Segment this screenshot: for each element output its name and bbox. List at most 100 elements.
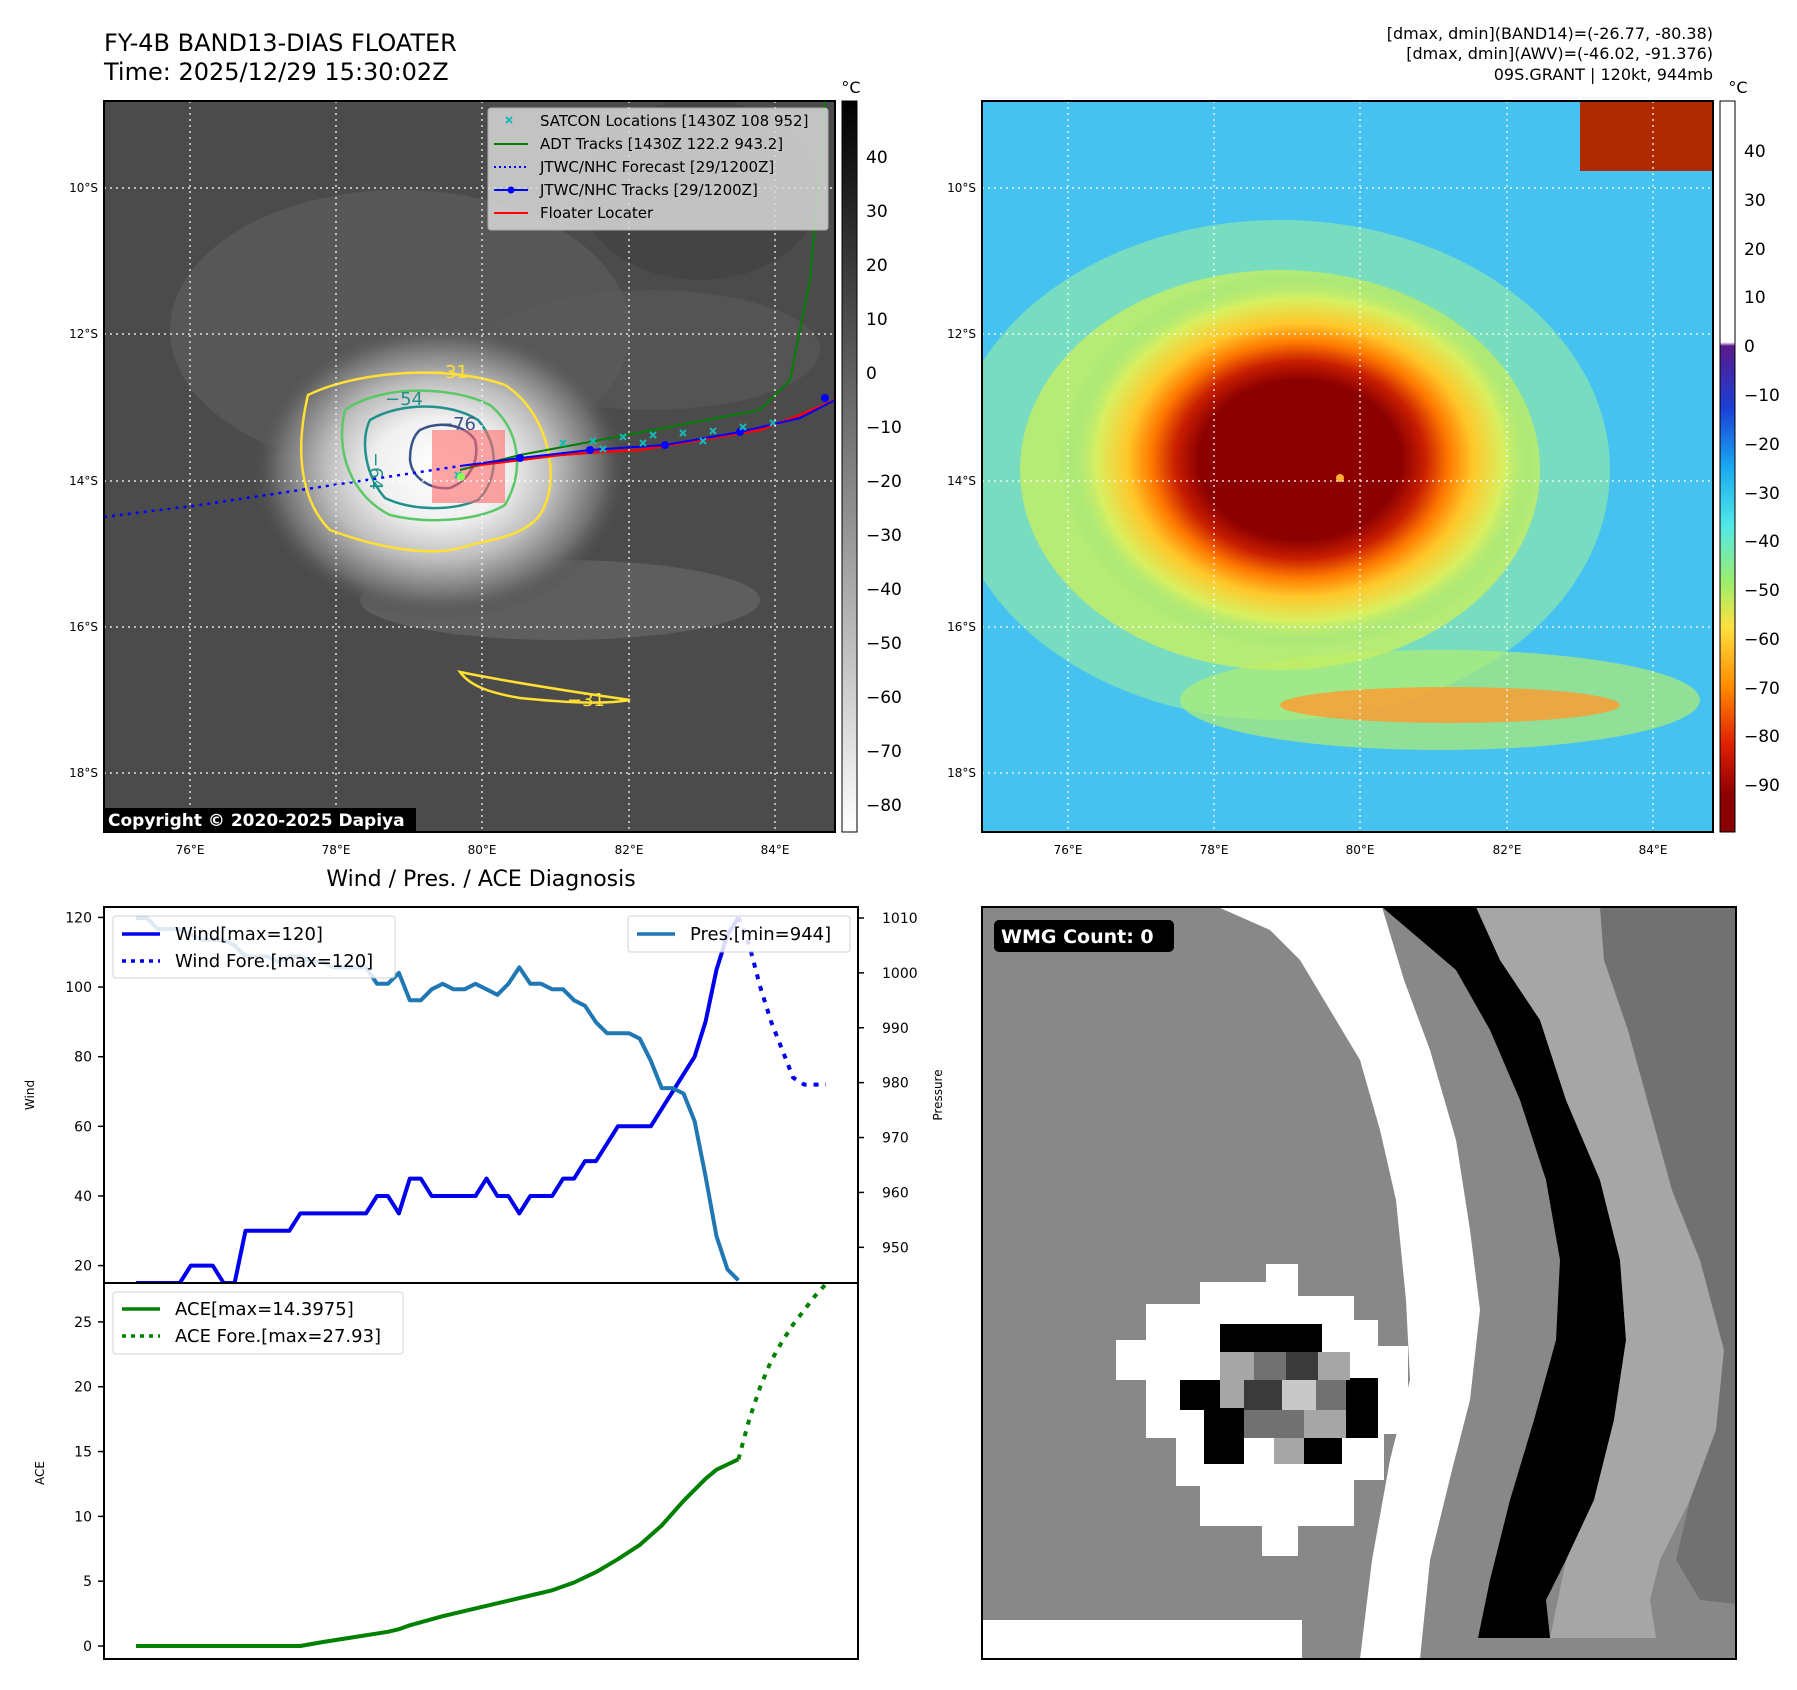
legend-wind: Wind[max=120]	[175, 924, 323, 945]
color-tick: −50	[1744, 581, 1780, 601]
pres-legend: Pres.[min=944]	[627, 915, 851, 953]
ace-axis-ticks: 0 5 10 15 20 25	[74, 1315, 104, 1655]
wmg-eye-pixel	[1286, 1352, 1318, 1380]
gray-tick: −40	[866, 580, 902, 600]
contour-label: −64	[365, 452, 386, 490]
gray-tick: 20	[866, 256, 888, 276]
ir-map-frame	[103, 100, 836, 833]
wind-line	[136, 916, 741, 1285]
ace-chart: 0 5 10 15 20 25 ACE ACE[max=14.3975] ACE Fore…	[33, 1282, 859, 1660]
contour-neg31-south	[457, 670, 631, 704]
ace-tick-label: 10	[74, 1509, 92, 1525]
pressure-axis-ticks: 950 960 970 980 990 1000 1010	[858, 911, 918, 1256]
pressure-axis-label: Pressure	[931, 1069, 945, 1120]
wmg-eye-pixel	[1318, 1352, 1350, 1380]
legend-wind-fore: Wind Fore.[max=120]	[175, 951, 373, 972]
wmg-eye-pixel	[1244, 1380, 1282, 1410]
color-colorbar-gradient	[1719, 100, 1736, 833]
figure-title: FY-4B BAND13-DIAS FLOATER	[104, 29, 457, 57]
gray-colorbar: °C 40 30 20 10 0 −10 −20 −30 −40 −50 −60…	[841, 78, 902, 833]
gray-tick: −60	[866, 688, 902, 708]
lon-tick: 76°E	[176, 843, 205, 857]
pres-tick-label: 1010	[882, 911, 918, 927]
wind-tick-label: 80	[74, 1050, 92, 1066]
wmg-eye-pixel	[1346, 1378, 1378, 1438]
color-tick: 0	[1744, 337, 1755, 357]
ace-tick-label: 15	[74, 1445, 92, 1461]
wind-axis-ticks: 20 40 60 80 100 120	[65, 910, 104, 1275]
lon-tick: 80°E	[1346, 843, 1375, 857]
wmg-frame	[981, 906, 1737, 1660]
wmg-eye-pixel	[1204, 1408, 1244, 1464]
pres-tick-label: 950	[882, 1240, 909, 1256]
jtwc-track-point	[586, 446, 594, 454]
ir-map-panel: −31 −54 −76 −64 −31	[69, 100, 836, 857]
wmg-eye-pixel	[1274, 1438, 1304, 1464]
color-colorbar-unit: °C	[1728, 78, 1747, 97]
lon-tick: 78°E	[322, 843, 351, 857]
gray-tick: −70	[866, 742, 902, 762]
wind-tick-label: 20	[74, 1259, 92, 1275]
lon-tick: 80°E	[468, 843, 497, 857]
wind-tick-label: 100	[65, 980, 92, 996]
contour-neg54	[340, 389, 519, 522]
wind-legend: Wind[max=120] Wind Fore.[max=120]	[112, 915, 396, 979]
legend-jtwc-marker	[507, 186, 515, 194]
wmg-panel: WMG Count: 0	[981, 906, 1737, 1660]
jtwc-track-point	[516, 454, 524, 462]
lon-tick: 84°E	[761, 843, 790, 857]
lat-tick: 14°S	[69, 474, 98, 488]
lon-tick: 82°E	[615, 843, 644, 857]
wmg-eye-pixel	[1316, 1380, 1346, 1410]
gray-tick: 0	[866, 364, 877, 384]
ace-tick-label: 5	[83, 1574, 92, 1590]
wmg-white-band	[1218, 907, 1480, 1659]
lon-tick: 84°E	[1639, 843, 1668, 857]
copyright-text: Copyright © 2020-2025 Dapiya	[108, 811, 405, 831]
color-map-frame	[981, 100, 1714, 833]
ace-axis-label: ACE	[33, 1461, 47, 1485]
figure-time: Time: 2025/12/29 15:30:02Z	[103, 58, 449, 86]
diagnosis-title: Wind / Pres. / ACE Diagnosis	[326, 867, 635, 892]
ir-map-lat-ticks: 10°S 12°S 14°S 16°S 18°S	[69, 181, 98, 780]
gray-tick: 40	[866, 148, 888, 168]
color-tick: −60	[1744, 630, 1780, 650]
wmg-eye-pixel	[1254, 1352, 1286, 1380]
legend-satcon-marker	[505, 116, 513, 124]
color-tick: −80	[1744, 727, 1780, 747]
wmg-count-text: WMG Count: 0	[1001, 926, 1154, 948]
ace-tick-label: 0	[83, 1639, 92, 1655]
legend-label: Floater Locater	[540, 204, 654, 222]
color-map-gridlines	[982, 101, 1713, 832]
gray-tick: −10	[866, 418, 902, 438]
ace-line	[136, 1457, 740, 1648]
gray-tick: −20	[866, 472, 902, 492]
wmg-eye-pixel	[1244, 1410, 1304, 1438]
wmg-eye-pixel	[1304, 1410, 1346, 1438]
pres-tick-label: 1000	[882, 966, 918, 982]
color-map-lon-ticks: 76°E 78°E 80°E 82°E 84°E	[1054, 843, 1668, 857]
jtwc-track-point	[736, 428, 744, 436]
map-legend: SATCON Locations [1430Z 108 952] ADT Tra…	[487, 107, 829, 231]
wind-tick-label: 120	[65, 910, 92, 926]
ace-series	[136, 1282, 828, 1648]
pres-tick-label: 960	[882, 1185, 909, 1201]
lat-tick: 12°S	[69, 327, 98, 341]
jtwc-forecast	[104, 464, 461, 519]
floater-locater-track	[469, 398, 835, 468]
color-colorbar: °C 40 30 20 10 0 −10 −20 −30 −40 −50 −60…	[1719, 78, 1780, 833]
lat-tick: 18°S	[947, 766, 976, 780]
lon-tick: 76°E	[1054, 843, 1083, 857]
wind-tick-label: 60	[74, 1119, 92, 1135]
color-colorbar-ticks: 40 30 20 10 0 −10 −20 −30 −40 −50 −60 −7…	[1744, 142, 1780, 796]
contour-label: −31	[567, 690, 605, 711]
color-map-lat-ticks: 10°S 12°S 14°S 16°S 18°S	[947, 181, 976, 780]
floater-box	[432, 430, 505, 503]
gray-tick: −30	[866, 526, 902, 546]
ace-legend: ACE[max=14.3975] ACE Fore.[max=27.93]	[112, 1291, 404, 1355]
wmg-sw-white	[982, 1620, 1302, 1659]
contour-label: −54	[385, 389, 423, 410]
info-band14: [dmax, dmin](BAND14)=(-26.77, -80.38)	[1387, 24, 1713, 43]
wmg-count-badge	[994, 920, 1174, 952]
gray-colorbar-unit: °C	[841, 78, 860, 97]
